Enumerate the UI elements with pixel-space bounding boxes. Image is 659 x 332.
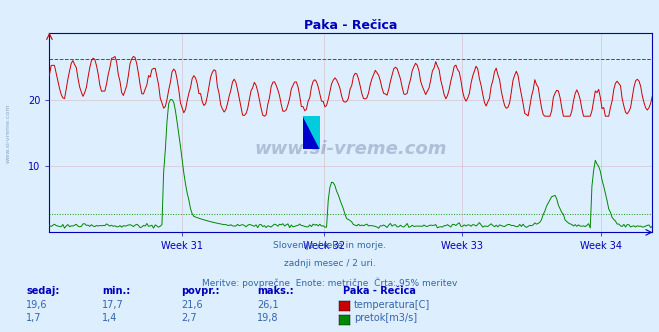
Text: 26,1: 26,1 [257,300,279,310]
Text: Paka - Rečica: Paka - Rečica [343,286,416,296]
Text: 1,4: 1,4 [102,313,117,323]
Text: 17,7: 17,7 [102,300,124,310]
Text: Slovenija / reke in morje.: Slovenija / reke in morje. [273,241,386,250]
Polygon shape [303,116,320,149]
Text: povpr.:: povpr.: [181,286,219,296]
Text: maks.:: maks.: [257,286,294,296]
Text: 21,6: 21,6 [181,300,203,310]
Text: 1,7: 1,7 [26,313,42,323]
Text: www.si-vreme.com: www.si-vreme.com [5,103,11,163]
Text: sedaj:: sedaj: [26,286,60,296]
Text: 19,6: 19,6 [26,300,48,310]
Text: zadnji mesec / 2 uri.: zadnji mesec / 2 uri. [283,259,376,268]
Text: 2,7: 2,7 [181,313,197,323]
Polygon shape [303,116,320,149]
Text: www.si-vreme.com: www.si-vreme.com [254,140,447,158]
Text: Meritve: povprečne  Enote: metrične  Črta: 95% meritev: Meritve: povprečne Enote: metrične Črta:… [202,277,457,288]
Text: pretok[m3/s]: pretok[m3/s] [354,313,417,323]
Text: 19,8: 19,8 [257,313,279,323]
Text: min.:: min.: [102,286,130,296]
Title: Paka - Rečica: Paka - Rečica [304,19,397,32]
Text: temperatura[C]: temperatura[C] [354,300,430,310]
